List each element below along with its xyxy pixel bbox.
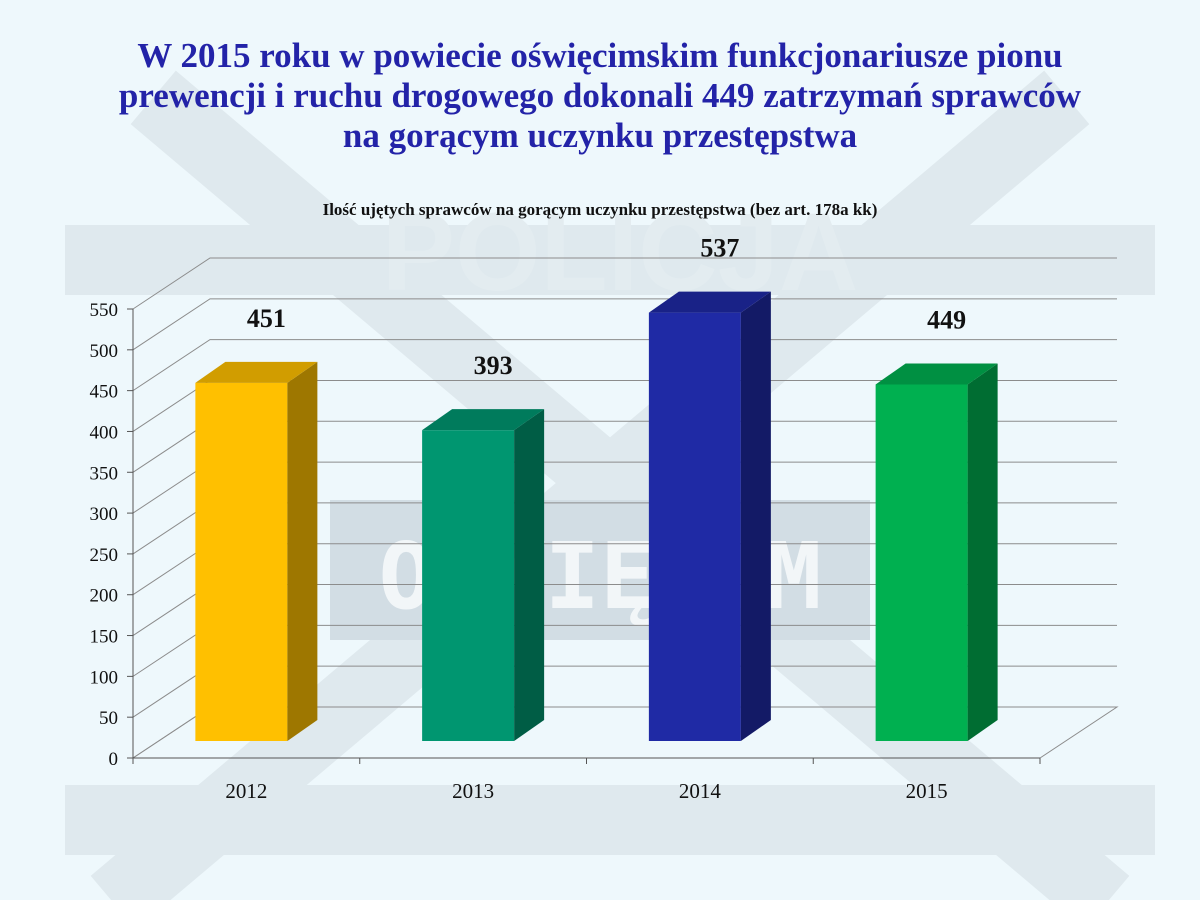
slide-title: W 2015 roku w powiecie oświęcimskim funk… <box>40 36 1160 156</box>
bar-front-2012 <box>195 382 288 741</box>
y-tick-label: 550 <box>90 300 119 321</box>
data-label-2012: 451 <box>247 304 286 333</box>
chart-title: Ilość ujętych sprawców na gorącym uczynk… <box>322 200 878 219</box>
bar-side-2012 <box>287 361 318 741</box>
bar-top-2014 <box>648 291 771 313</box>
y-tick-label: 450 <box>90 382 119 403</box>
y-tick-label: 400 <box>90 422 119 443</box>
y-tick-label: 50 <box>99 708 118 729</box>
bar-front-2015 <box>875 384 968 741</box>
gridline <box>132 257 1117 310</box>
x-tick-label-2013: 2013 <box>452 779 494 803</box>
bar-side-2013 <box>514 409 545 741</box>
y-tick-label: 0 <box>109 749 119 770</box>
y-tick-label: 300 <box>90 504 119 525</box>
data-label-2014: 537 <box>700 234 739 263</box>
x-tick-label-2015: 2015 <box>906 779 948 803</box>
y-tick-label: 200 <box>90 586 119 607</box>
y-tick-label: 100 <box>90 667 119 688</box>
bar-side-2015 <box>967 363 998 741</box>
bar-top-2015 <box>875 363 998 385</box>
gridline <box>132 298 1117 351</box>
watermark-text-policja: POLICJA <box>382 191 859 314</box>
y-tick-label: 350 <box>90 463 119 484</box>
data-label-2013: 393 <box>474 351 513 380</box>
data-label-2015: 449 <box>927 305 966 334</box>
x-tick-label-2012: 2012 <box>225 779 267 803</box>
y-tick-label: 150 <box>90 627 119 648</box>
y-tick-label: 500 <box>90 341 119 362</box>
bar-top-2012 <box>195 361 318 383</box>
slide-title-line-3: na gorącym uczynku przestępstwa <box>342 116 858 155</box>
y-tick-label: 250 <box>90 545 119 566</box>
bar-front-2013 <box>422 430 515 741</box>
gridline <box>132 339 1117 392</box>
bar-side-2014 <box>740 291 771 741</box>
slide-title-line-2: prewencji i ruchu drogowego dokonali 449… <box>118 76 1082 115</box>
bar-front-2014 <box>648 312 741 741</box>
x-tick-label-2014: 2014 <box>679 779 722 803</box>
bar-top-2013 <box>422 409 545 431</box>
slide-title-line-1: W 2015 roku w powiecie oświęcimskim funk… <box>137 36 1063 75</box>
